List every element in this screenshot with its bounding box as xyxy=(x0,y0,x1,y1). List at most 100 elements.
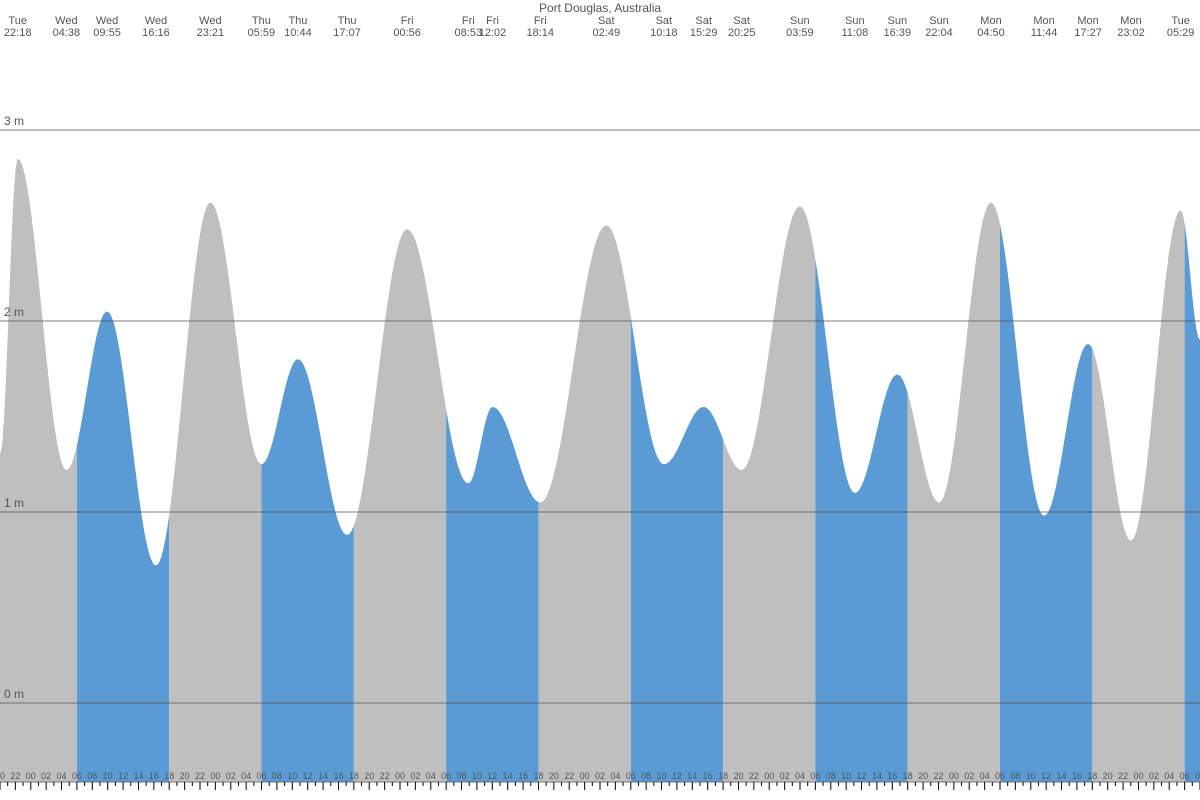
x-hour-label: 14 xyxy=(1057,771,1067,781)
tide-event-time: 17:27 xyxy=(1074,27,1102,39)
x-hour-label: 06 xyxy=(72,771,82,781)
tide-event-time: 12:02 xyxy=(479,27,507,39)
x-hour-label: 10 xyxy=(841,771,851,781)
tide-event-day: Tue xyxy=(8,15,27,27)
tide-event-day: Sat xyxy=(598,15,615,27)
tide-event-day: Thu xyxy=(252,15,271,27)
tide-event-day: Wed xyxy=(96,15,118,27)
x-hour-label: 00 xyxy=(764,771,774,781)
x-hour-label: 18 xyxy=(533,771,543,781)
tide-event-time: 11:08 xyxy=(841,27,868,39)
x-hour-label: 02 xyxy=(780,771,790,781)
x-hour-label: 16 xyxy=(1072,771,1082,781)
x-hour-label: 20 xyxy=(918,771,928,781)
tide-event-day: Sun xyxy=(845,15,865,27)
x-hour-label: 10 xyxy=(1026,771,1036,781)
x-hour-label: 12 xyxy=(672,771,682,781)
x-hour-label: 20 xyxy=(180,771,190,781)
tide-chart: 0 m1 m2 m3 m2022000204060810121416182022… xyxy=(0,0,1200,800)
tide-event-time: 17:07 xyxy=(333,27,361,39)
tide-event-day: Sat xyxy=(656,15,673,27)
x-hour-label: 02 xyxy=(595,771,605,781)
x-hour-label: 06 xyxy=(441,771,451,781)
x-hour-label: 12 xyxy=(303,771,313,781)
x-axis: 20 22 00 02 04 06 08 10 12 14 16 18 20 22 00 02 04 06 08 10… xyxy=(0,771,1200,790)
tide-event-day: Mon xyxy=(980,15,1001,27)
tide-event-day: Sun xyxy=(790,15,810,27)
tide-event-time: 05:59 xyxy=(248,27,276,39)
x-hour-label: 06 xyxy=(257,771,267,781)
x-hour-label: 04 xyxy=(610,771,620,781)
y-axis-label: 1 m xyxy=(4,496,24,510)
x-hour-label: 08 xyxy=(641,771,651,781)
x-hour-label: 14 xyxy=(503,771,513,781)
x-hour-label: 10 xyxy=(287,771,297,781)
tide-event-day: Mon xyxy=(1120,15,1141,27)
tide-event-day: Mon xyxy=(1033,15,1054,27)
x-hour-label: 08 xyxy=(272,771,282,781)
x-hour-label: 22 xyxy=(933,771,943,781)
x-hour-label: 08 xyxy=(826,771,836,781)
x-hour-label: 00 xyxy=(949,771,959,781)
x-hour-label: 02 xyxy=(1149,771,1159,781)
tide-event-day: Fri xyxy=(401,15,414,27)
tide-event-day: Tue xyxy=(1171,15,1190,27)
x-hour-label: 10 xyxy=(103,771,113,781)
tide-event-day: Fri xyxy=(486,15,499,27)
x-hour-label: 20 xyxy=(1103,771,1113,781)
y-axis-label: 3 m xyxy=(4,114,24,128)
x-hour-label: 22 xyxy=(564,771,574,781)
x-hour-label: 18 xyxy=(1087,771,1097,781)
tide-event-day: Wed xyxy=(145,15,167,27)
tide-event-time: 04:38 xyxy=(53,27,81,39)
tide-event-time: 15:29 xyxy=(690,27,718,39)
x-hour-label: 06 xyxy=(1180,771,1190,781)
tide-event-time: 23:02 xyxy=(1117,27,1145,39)
tide-event-time: 16:16 xyxy=(142,27,170,39)
x-hour-label: 20 xyxy=(364,771,374,781)
x-hour-label: 10 xyxy=(657,771,667,781)
x-hour-label: 16 xyxy=(887,771,897,781)
tide-event-labels: Tue22:18Wed04:38Wed09:55Wed16:16Wed23:21… xyxy=(4,15,1194,39)
tide-event-day: Fri xyxy=(462,15,475,27)
x-hour-label: 06 xyxy=(626,771,636,781)
tide-event-day: Mon xyxy=(1077,15,1098,27)
tide-event-day: Wed xyxy=(199,15,221,27)
tide-event-time: 11:44 xyxy=(1031,27,1058,39)
x-hour-label: 22 xyxy=(10,771,20,781)
x-hour-label: 04 xyxy=(1164,771,1174,781)
y-axis-label: 2 m xyxy=(4,305,24,319)
x-hour-label: 14 xyxy=(133,771,143,781)
x-hour-label: 18 xyxy=(903,771,913,781)
x-hour-label: 16 xyxy=(518,771,528,781)
x-hour-label: 22 xyxy=(1118,771,1128,781)
tide-event-day: Thu xyxy=(288,15,307,27)
x-hour-label: 10 xyxy=(472,771,482,781)
x-hour-label: 12 xyxy=(857,771,867,781)
x-hour-label: 02 xyxy=(41,771,51,781)
tide-event-time: 03:59 xyxy=(786,27,814,39)
x-hour-label: 16 xyxy=(149,771,159,781)
x-hour-label: 08 xyxy=(1195,771,1200,781)
tide-event-day: Wed xyxy=(55,15,77,27)
x-hour-label: 08 xyxy=(457,771,467,781)
x-hour-label: 14 xyxy=(318,771,328,781)
tide-event-time: 00:56 xyxy=(393,27,421,39)
x-hour-label: 04 xyxy=(795,771,805,781)
tide-event-day: Thu xyxy=(338,15,357,27)
x-hour-label: 00 xyxy=(580,771,590,781)
tide-event-day: Sat xyxy=(695,15,712,27)
x-hour-label: 14 xyxy=(687,771,697,781)
tide-event-day: Fri xyxy=(534,15,547,27)
tide-event-time: 05:29 xyxy=(1167,27,1195,39)
x-hour-label: 00 xyxy=(210,771,220,781)
x-hour-label: 22 xyxy=(749,771,759,781)
x-hour-label: 20 xyxy=(0,771,5,781)
tide-event-time: 20:25 xyxy=(728,27,756,39)
x-hour-label: 18 xyxy=(349,771,359,781)
x-hour-label: 16 xyxy=(333,771,343,781)
tide-event-time: 10:44 xyxy=(284,27,312,39)
x-hour-label: 00 xyxy=(26,771,36,781)
tide-event-time: 22:04 xyxy=(925,27,953,39)
x-hour-label: 20 xyxy=(549,771,559,781)
